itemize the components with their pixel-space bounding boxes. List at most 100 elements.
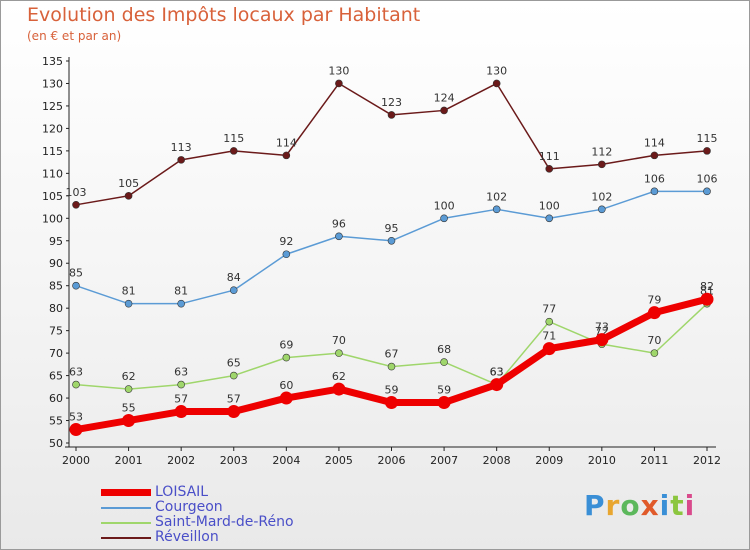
y-tick-label: 55 — [49, 415, 63, 428]
y-tick-label: 90 — [49, 257, 63, 270]
data-point — [229, 147, 238, 155]
data-point — [440, 214, 448, 223]
data-label: 96 — [332, 217, 346, 230]
data-label: 71 — [542, 330, 556, 343]
data-point — [69, 423, 83, 437]
x-tick-label: 2002 — [167, 454, 195, 467]
data-label: 53 — [69, 411, 83, 424]
chart-subtitle: (en € et par an) — [27, 29, 122, 43]
data-point — [490, 378, 504, 392]
y-tick-label: 75 — [49, 325, 63, 338]
data-point — [385, 396, 398, 410]
data-label: 100 — [539, 199, 560, 212]
data-point — [545, 214, 554, 223]
data-label: 81 — [174, 285, 188, 298]
data-point — [650, 187, 659, 196]
data-label: 106 — [644, 172, 665, 185]
data-point — [124, 299, 133, 308]
y-tick-label: 80 — [49, 302, 63, 315]
x-tick-label: 2005 — [325, 454, 353, 467]
x-tick-label: 2010 — [588, 454, 616, 467]
data-point — [595, 333, 609, 347]
data-point — [177, 156, 185, 164]
data-point — [437, 396, 451, 410]
data-point — [72, 380, 80, 389]
y-tick-label: 50 — [49, 437, 63, 450]
data-label: 69 — [279, 339, 293, 352]
y-tick-label: 95 — [49, 235, 63, 248]
data-point — [387, 362, 396, 371]
data-point — [229, 371, 238, 380]
y-tick-label: 105 — [42, 190, 63, 203]
data-label: 95 — [385, 222, 399, 235]
data-point — [440, 358, 448, 366]
data-point — [703, 187, 711, 196]
data-point — [279, 391, 293, 405]
data-point — [282, 353, 291, 362]
data-label: 57 — [174, 393, 188, 406]
data-point — [542, 342, 556, 356]
legend-item-reveillon: Réveillon — [101, 529, 361, 545]
data-point — [335, 232, 343, 241]
data-label: 59 — [385, 384, 399, 397]
data-point — [650, 151, 659, 160]
data-label: 55 — [122, 402, 136, 415]
data-label: 123 — [381, 96, 402, 109]
y-tick-label: 115 — [42, 145, 63, 158]
data-label: 112 — [591, 145, 612, 158]
x-tick-label: 2009 — [535, 454, 563, 467]
x-tick-label: 2012 — [693, 454, 721, 467]
data-label: 114 — [644, 136, 665, 149]
legend-label: Réveillon — [155, 529, 219, 545]
data-point — [647, 306, 661, 320]
data-label: 70 — [332, 334, 346, 347]
data-point — [440, 106, 448, 115]
data-label: 105 — [118, 177, 139, 190]
data-label: 115 — [697, 132, 718, 145]
data-point — [387, 236, 396, 245]
data-label: 111 — [539, 150, 560, 163]
legend: LOISAIL Courgeon Saint-Mard-de-Réno Réve… — [101, 484, 361, 545]
data-label: 63 — [174, 366, 188, 379]
y-tick-label: 60 — [49, 392, 63, 405]
data-label: 84 — [227, 271, 241, 284]
data-point — [492, 79, 501, 88]
data-label: 100 — [434, 199, 455, 212]
data-point — [650, 349, 659, 357]
data-label: 124 — [434, 91, 455, 104]
x-tick-label: 2007 — [430, 454, 458, 467]
data-label: 113 — [171, 141, 192, 154]
data-label: 73 — [595, 321, 609, 334]
legend-item-loisail: LOISAIL — [101, 484, 361, 500]
data-label: 92 — [279, 235, 293, 248]
data-point — [124, 192, 133, 200]
data-label: 60 — [279, 379, 293, 392]
x-tick-label: 2001 — [115, 454, 143, 467]
data-point — [335, 79, 343, 88]
data-label: 130 — [486, 64, 507, 77]
data-point — [545, 165, 554, 173]
data-label: 82 — [700, 280, 714, 293]
data-point — [598, 160, 606, 169]
data-label: 79 — [647, 294, 661, 307]
data-point — [72, 281, 80, 290]
x-tick-label: 2008 — [483, 454, 511, 467]
data-point — [703, 147, 711, 155]
data-label: 114 — [276, 136, 297, 149]
legend-swatch — [101, 537, 151, 539]
data-point — [227, 405, 241, 419]
legend-swatch — [101, 507, 151, 509]
data-label: 67 — [385, 348, 399, 361]
data-label: 130 — [328, 64, 349, 77]
y-tick-label: 65 — [49, 370, 63, 383]
data-point — [332, 382, 346, 396]
x-tick-label: 2004 — [272, 454, 300, 467]
data-point — [387, 111, 396, 119]
data-label: 115 — [223, 132, 244, 145]
data-label: 62 — [332, 370, 346, 383]
y-tick-label: 125 — [42, 100, 63, 113]
data-label: 106 — [697, 172, 718, 185]
data-point — [492, 205, 501, 214]
data-label: 68 — [437, 343, 451, 356]
y-tick-label: 85 — [49, 280, 63, 293]
